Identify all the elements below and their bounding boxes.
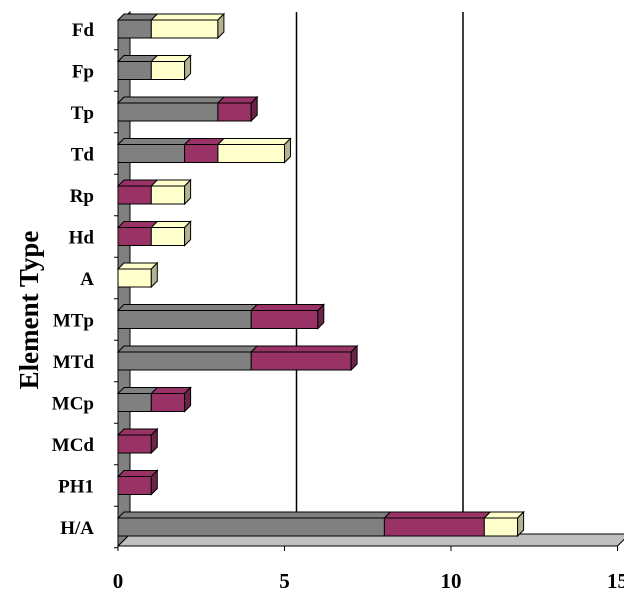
bar-top — [116, 304, 259, 311]
bar — [117, 351, 252, 371]
category-label: MCd — [52, 435, 95, 456]
bar — [250, 310, 319, 329]
bar — [117, 19, 152, 39]
x-tick-label: 10 — [441, 569, 462, 590]
category-label: H/A — [60, 518, 94, 539]
bar — [150, 393, 186, 412]
bar-side — [350, 344, 358, 372]
bar — [117, 393, 152, 412]
bar-top — [116, 345, 259, 353]
bar — [117, 517, 385, 537]
bar-top — [249, 345, 359, 353]
bar-top — [150, 387, 192, 394]
category-label: Fp — [72, 62, 94, 83]
bar-side — [317, 303, 325, 330]
bar-top — [150, 221, 192, 228]
bar-top — [116, 470, 159, 477]
bar — [217, 144, 285, 163]
y-axis-title: Element Type — [14, 231, 44, 390]
bar-top — [116, 221, 159, 228]
category-label: Tp — [71, 103, 94, 124]
category-label: Fd — [72, 20, 95, 41]
bar — [117, 227, 152, 246]
bar-side — [517, 510, 525, 538]
bar-side — [150, 261, 158, 289]
bar — [250, 351, 352, 371]
bar-top — [116, 387, 159, 394]
bar-top — [383, 511, 492, 519]
bar-top — [116, 428, 159, 436]
x-tick-label: 0 — [113, 569, 124, 590]
category-label: MTp — [53, 311, 94, 332]
bar-top — [249, 304, 326, 311]
bar — [117, 61, 152, 80]
bar — [483, 517, 519, 537]
bar — [117, 310, 252, 329]
bar — [117, 102, 219, 122]
bar-top — [116, 262, 159, 270]
bar-side — [284, 137, 291, 164]
bar — [150, 19, 219, 39]
bar — [117, 476, 152, 495]
bar — [150, 227, 186, 246]
bar-top — [216, 138, 292, 145]
category-label: A — [80, 269, 94, 290]
bar-top — [116, 138, 192, 145]
bar-top — [183, 138, 226, 145]
bar — [184, 144, 219, 163]
bar — [117, 144, 186, 163]
bar-side — [150, 427, 158, 455]
bar — [117, 185, 152, 205]
bar-top — [116, 13, 159, 21]
bar-top — [116, 511, 392, 519]
bar-side — [217, 12, 225, 40]
x-tick-label: 5 — [279, 569, 290, 590]
bar-top — [150, 179, 192, 187]
bar-top — [116, 55, 159, 62]
plot-area: 0 5 10 15 H/A PH1 MCd MCp MTd MTp A Hd Rp Td Tp Fp Fd — [52, 10, 624, 590]
bar-side — [150, 469, 158, 496]
bar-side — [184, 54, 192, 81]
bar — [150, 61, 186, 80]
bar — [217, 102, 252, 122]
bar-side — [250, 95, 258, 123]
category-label: Td — [71, 145, 95, 166]
bar-top — [150, 13, 226, 21]
bar-side — [184, 178, 192, 206]
bar-top — [116, 96, 226, 104]
bar-side — [184, 386, 192, 413]
category-label: PH1 — [58, 477, 94, 498]
bar-side — [184, 220, 192, 247]
category-label: Rp — [70, 186, 94, 207]
bar-top — [483, 511, 525, 519]
bar-top — [150, 55, 192, 62]
category-label: MTd — [53, 352, 95, 373]
bar-top — [216, 96, 259, 104]
bar — [150, 185, 186, 205]
bar — [383, 517, 485, 537]
bar — [117, 268, 152, 288]
bar-top — [116, 179, 159, 187]
category-label: Hd — [69, 228, 95, 249]
bar — [117, 434, 152, 454]
x-tick-label: 15 — [607, 569, 624, 590]
category-label: MCp — [52, 394, 94, 415]
